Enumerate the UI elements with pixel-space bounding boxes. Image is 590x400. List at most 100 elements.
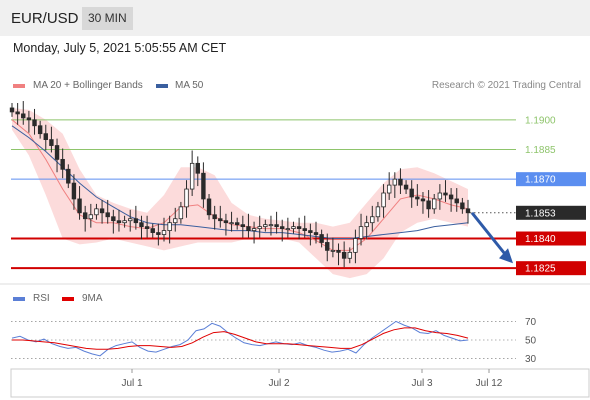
candlestick-layer xyxy=(9,101,471,268)
candle xyxy=(341,241,347,268)
candle xyxy=(212,205,217,230)
candle xyxy=(392,172,398,198)
candle xyxy=(409,180,414,208)
credit-text: Research © 2021 Trading Central xyxy=(431,80,581,91)
candle-body xyxy=(144,226,150,230)
candle-body xyxy=(403,184,409,190)
candle-body xyxy=(347,251,352,259)
candle-body xyxy=(32,119,37,127)
candle xyxy=(426,190,431,218)
candle-body xyxy=(437,192,443,200)
price-level-tag-current xyxy=(516,205,586,220)
candle-body xyxy=(432,198,437,210)
candle xyxy=(139,215,144,240)
rsi-panel-frame xyxy=(10,368,590,398)
candle xyxy=(358,213,364,246)
legend-9ma-label: 9MA xyxy=(82,293,103,304)
price-level-label: 1.1853 xyxy=(525,208,556,219)
candle xyxy=(122,215,127,228)
bollinger-band-layer xyxy=(12,108,468,279)
price-level-label: 1.1870 xyxy=(525,175,556,186)
candle-body xyxy=(386,184,392,194)
chart-header: EUR/USD 30 MIN xyxy=(0,0,590,36)
candle xyxy=(263,219,268,232)
candle-body xyxy=(460,202,465,210)
candle xyxy=(313,221,319,244)
candle-body xyxy=(443,192,448,196)
candle xyxy=(398,168,403,194)
candle-body xyxy=(15,111,20,115)
candle-body xyxy=(82,212,88,220)
candle xyxy=(15,103,20,125)
candle-body xyxy=(358,226,364,239)
candle-body xyxy=(21,113,26,119)
chart-datetime: Monday, July 5, 2021 5:05:55 AM CET xyxy=(13,41,227,55)
candle xyxy=(116,209,122,232)
candle xyxy=(381,184,386,218)
candle-body xyxy=(370,216,375,224)
candle xyxy=(99,199,105,224)
candle xyxy=(150,223,155,238)
candle-body xyxy=(133,218,139,224)
candle xyxy=(82,205,88,232)
candle xyxy=(437,184,443,210)
candle xyxy=(88,203,94,228)
timeframe-badge[interactable]: 30 MIN xyxy=(82,7,133,30)
candle xyxy=(128,209,133,232)
candle-body xyxy=(257,226,262,230)
x-tick-label: Jul 2 xyxy=(268,378,290,389)
candle xyxy=(37,120,43,139)
candle-body xyxy=(246,226,251,231)
candle xyxy=(403,180,409,194)
candle-body xyxy=(189,162,195,190)
candle xyxy=(330,237,336,258)
candle-body xyxy=(353,238,358,253)
candle xyxy=(229,211,234,232)
candle xyxy=(420,192,426,214)
candle-body xyxy=(325,242,330,251)
candle-body xyxy=(26,117,32,121)
candle xyxy=(184,180,189,218)
candle-body xyxy=(173,218,178,224)
candle xyxy=(43,124,48,151)
candle-body xyxy=(285,228,291,231)
candle-body xyxy=(111,216,116,222)
candle-body xyxy=(268,224,274,227)
candle-body xyxy=(156,232,161,235)
moving-average-layer xyxy=(11,119,469,251)
candle xyxy=(161,217,167,242)
candle-body xyxy=(341,251,347,259)
candle xyxy=(364,215,369,240)
candle-body xyxy=(206,198,212,216)
candle xyxy=(201,162,206,208)
candle xyxy=(460,197,465,214)
candle xyxy=(49,126,54,153)
candle xyxy=(308,223,313,246)
candle-body xyxy=(71,182,77,200)
candle xyxy=(21,101,26,125)
candle xyxy=(111,209,116,234)
candle xyxy=(319,229,324,248)
candle-body xyxy=(392,178,398,186)
candle xyxy=(375,201,381,222)
price-level-label: 1.1840 xyxy=(525,234,556,245)
candle-body xyxy=(37,125,43,135)
candle xyxy=(280,219,285,242)
candle xyxy=(257,215,262,238)
candle-body xyxy=(218,218,223,222)
price-level-tag-support xyxy=(516,261,586,276)
candle-body xyxy=(274,224,279,228)
candle xyxy=(223,213,229,236)
price-level-layer xyxy=(11,119,516,270)
candle xyxy=(66,164,71,189)
candle-body xyxy=(465,208,471,214)
candle xyxy=(71,174,77,210)
rsi-tick-label: 70 xyxy=(525,317,537,328)
candle xyxy=(370,205,375,232)
candle xyxy=(189,150,195,196)
candle-body xyxy=(116,220,122,224)
candle xyxy=(432,194,437,214)
rsi-tick-label: 50 xyxy=(525,336,537,347)
candle-body xyxy=(291,226,296,230)
